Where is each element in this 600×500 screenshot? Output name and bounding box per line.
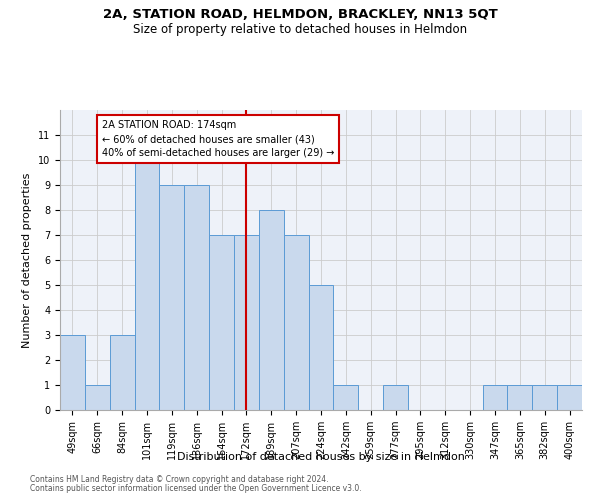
Bar xyxy=(209,235,234,410)
Text: Contains public sector information licensed under the Open Government Licence v3: Contains public sector information licen… xyxy=(30,484,362,493)
Bar xyxy=(160,185,184,410)
Bar xyxy=(60,335,85,410)
Y-axis label: Number of detached properties: Number of detached properties xyxy=(22,172,32,348)
Text: Distribution of detached houses by size in Helmdon: Distribution of detached houses by size … xyxy=(177,452,465,462)
Bar xyxy=(383,385,408,410)
Bar xyxy=(110,335,134,410)
Bar xyxy=(508,385,532,410)
Bar xyxy=(482,385,508,410)
Bar xyxy=(259,210,284,410)
Text: 2A STATION ROAD: 174sqm
← 60% of detached houses are smaller (43)
40% of semi-de: 2A STATION ROAD: 174sqm ← 60% of detache… xyxy=(102,120,335,158)
Bar xyxy=(85,385,110,410)
Text: Contains HM Land Registry data © Crown copyright and database right 2024.: Contains HM Land Registry data © Crown c… xyxy=(30,475,329,484)
Bar xyxy=(557,385,582,410)
Bar xyxy=(134,160,160,410)
Bar xyxy=(184,185,209,410)
Bar xyxy=(532,385,557,410)
Bar xyxy=(308,285,334,410)
Bar xyxy=(334,385,358,410)
Bar xyxy=(234,235,259,410)
Text: 2A, STATION ROAD, HELMDON, BRACKLEY, NN13 5QT: 2A, STATION ROAD, HELMDON, BRACKLEY, NN1… xyxy=(103,8,497,20)
Text: Size of property relative to detached houses in Helmdon: Size of property relative to detached ho… xyxy=(133,22,467,36)
Bar xyxy=(284,235,308,410)
